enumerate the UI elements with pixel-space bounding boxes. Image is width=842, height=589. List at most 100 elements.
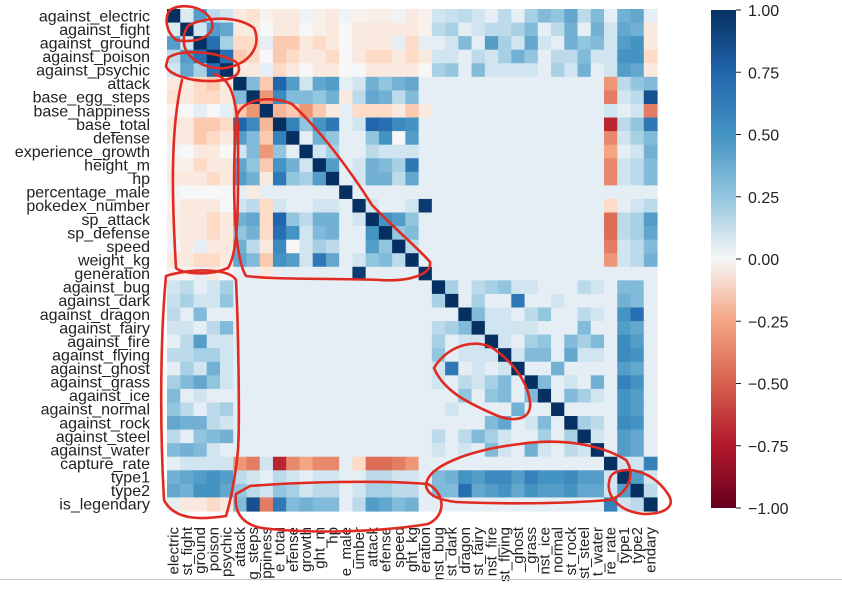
- heatmap-cell: [405, 198, 420, 214]
- heatmap-cell: [180, 483, 195, 499]
- x-tick-label: st_fight: [179, 526, 196, 575]
- heatmap-cell: [577, 76, 592, 92]
- heatmap-cell: [484, 429, 499, 444]
- heatmap-cell: [604, 63, 618, 78]
- heatmap-cell: [259, 198, 274, 214]
- heatmap-cell: [286, 63, 301, 78]
- heatmap-cell: [484, 361, 499, 376]
- heatmap-cell: [524, 63, 539, 78]
- x-tick-label: nst_fire: [483, 527, 500, 576]
- heatmap-cell: [180, 293, 195, 309]
- x-tick-label: st_dark: [444, 527, 461, 577]
- heatmap-cell: [246, 198, 261, 214]
- x-tick-label: e_total: [272, 527, 289, 572]
- heatmap-cell: [537, 375, 552, 390]
- x-tick-label: efense: [285, 527, 302, 572]
- heatmap-cell: [405, 226, 420, 241]
- heatmap-cell: [219, 375, 234, 390]
- heatmap-cell: [378, 36, 393, 51]
- heatmap-cell: [643, 36, 658, 51]
- heatmap-cell: [312, 361, 327, 376]
- heatmap-cell: [259, 388, 274, 404]
- y-tick-label: base_total: [76, 117, 150, 134]
- heatmap-cell: [537, 402, 552, 417]
- heatmap-cell: [233, 375, 248, 390]
- heatmap-cell: [484, 293, 499, 309]
- y-tick-label: sp_defense: [67, 225, 150, 242]
- heatmap-cell: [564, 361, 579, 376]
- heatmap-cell: [193, 212, 208, 227]
- annotation-circle-ground-poison: [182, 17, 258, 70]
- heatmap-cell: [471, 388, 486, 404]
- heatmap-cell: [484, 198, 499, 214]
- heatmap-cell: [590, 416, 605, 431]
- heatmap-cell: [617, 293, 632, 309]
- heatmap-cell: [206, 443, 221, 458]
- heatmap-cell: [405, 212, 420, 227]
- heatmap-cell: [511, 321, 526, 336]
- heatmap-cell: [590, 483, 605, 499]
- heatmap-cell: [339, 63, 353, 78]
- heatmap-cell: [537, 36, 552, 51]
- heatmap-cell: [180, 443, 195, 458]
- heatmap-cell: [617, 158, 632, 173]
- heatmap-cell: [286, 307, 301, 322]
- heatmap-cell: [339, 90, 353, 105]
- heatmap-cell: [551, 171, 565, 186]
- heatmap-cell: [339, 144, 353, 159]
- heatmap-cell: [445, 158, 459, 173]
- colorbar-tick-label: 0.00: [748, 252, 779, 269]
- heatmap-cell: [233, 443, 248, 458]
- heatmap-cell: [445, 239, 459, 254]
- heatmap-cell: [405, 185, 420, 200]
- heatmap-cell: [365, 253, 380, 268]
- heatmap-cell: [286, 158, 301, 173]
- heatmap-cell: [484, 22, 499, 37]
- heatmap-cell: [180, 456, 195, 471]
- heatmap-cell: [617, 49, 632, 64]
- heatmap-cell: [259, 348, 274, 363]
- heatmap-cell: [246, 226, 261, 241]
- heatmap-cell: [445, 429, 459, 444]
- heatmap-cell: [180, 171, 195, 186]
- heatmap-cell: [272, 63, 287, 78]
- heatmap-cell: [604, 388, 618, 404]
- heatmap-cell: [312, 158, 327, 173]
- heatmap-cell: [551, 280, 565, 295]
- annotation-type1-type2-corner: [607, 468, 673, 516]
- heatmap-cell: [418, 36, 433, 51]
- heatmap-cell: [511, 63, 526, 78]
- heatmap-cell: [643, 253, 658, 268]
- heatmap-cell: [537, 131, 552, 146]
- heatmap-cell: [564, 36, 579, 51]
- heatmap-cell: [511, 171, 526, 186]
- heatmap-cell: [537, 226, 552, 241]
- heatmap-cell: [167, 497, 181, 512]
- heatmap-cell: [246, 348, 261, 363]
- heatmap-cell: [590, 280, 605, 295]
- heatmap-cell: [577, 456, 592, 471]
- x-tick-label: attack: [232, 527, 249, 568]
- x-tick-label: normal: [550, 527, 567, 573]
- heatmap-cell: [643, 307, 658, 322]
- heatmap-cell: [431, 117, 446, 132]
- heatmap-cell: [219, 90, 234, 105]
- heatmap-cell: [577, 483, 592, 499]
- colorbar-tick-label: 0.25: [748, 190, 779, 207]
- heatmap-cell: [365, 185, 380, 200]
- heatmap-cell: [537, 9, 552, 24]
- heatmap-cell: [299, 158, 314, 173]
- heatmap-cell: [193, 103, 208, 119]
- heatmap-cell: [498, 348, 512, 363]
- heatmap-cell: [259, 253, 274, 268]
- heatmap-cell: [378, 293, 393, 309]
- heatmap-cell: [617, 239, 632, 254]
- heatmap-cell: [259, 293, 274, 309]
- heatmap-cell: [458, 63, 473, 78]
- y-tick-label: against_flying: [52, 347, 150, 364]
- heatmap-cell: [259, 470, 274, 485]
- heatmap-cell: [577, 470, 592, 485]
- heatmap-cell: [445, 416, 459, 431]
- heatmap-cell: [564, 49, 579, 64]
- heatmap-cell: [524, 9, 539, 24]
